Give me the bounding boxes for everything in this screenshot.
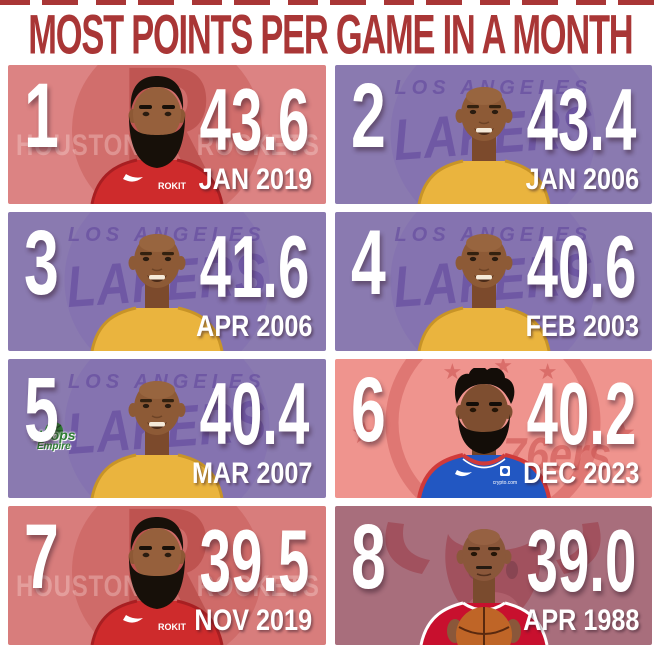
rank-7-card: R HOUSTON ROCKETS ROKIT 7 39.5 NOV 2019 bbox=[8, 506, 326, 645]
header: MOST POINTS PER GAME IN A MONTH bbox=[0, 3, 660, 66]
rank-number: 5 bbox=[24, 359, 59, 461]
nike-swoosh-icon bbox=[123, 615, 144, 623]
hoops-empire-text-line1: Hoops bbox=[32, 427, 76, 443]
ppg-value: 40.2 bbox=[526, 364, 636, 463]
jersey-sponsor-text: ROKIT bbox=[158, 181, 187, 191]
kobe-bryant-portrait bbox=[90, 234, 224, 351]
rockets-name-text: ROCKETS bbox=[196, 129, 320, 162]
rank-number: 6 bbox=[350, 359, 386, 461]
rank-number: 1 bbox=[24, 65, 59, 167]
ppg-value: 43.6 bbox=[199, 70, 310, 169]
james-harden-portrait: ROKIT bbox=[90, 76, 224, 204]
hoops-empire-ball-icon bbox=[44, 422, 63, 440]
rank-number: 7 bbox=[24, 506, 59, 608]
james-harden-portrait: ROKIT bbox=[90, 517, 224, 645]
ranking-grid: R HOUSTON ROCKETS ROKIT 1 43.6 JAN 2019 bbox=[0, 65, 660, 645]
month-label: APR 2006 bbox=[196, 310, 313, 343]
month-label: JAN 2019 bbox=[199, 163, 313, 196]
rank-8-card: 8 39.0 APR 1988 bbox=[334, 506, 652, 645]
jersey-patch-text: crypto.com bbox=[492, 480, 516, 486]
month-label: DEC 2023 bbox=[522, 457, 639, 490]
rockets-name-text: ROCKETS bbox=[196, 570, 320, 603]
kobe-bryant-portrait bbox=[417, 87, 551, 204]
rank-number: 4 bbox=[350, 212, 386, 314]
star-icon: ★ bbox=[609, 417, 636, 450]
kobe-bryant-portrait bbox=[417, 234, 551, 351]
rank-2-card: LOS ANGELES LAKERS 2 43.4 JAN 2006 bbox=[334, 65, 652, 204]
rank-number: 2 bbox=[350, 65, 386, 167]
month-label: FEB 2003 bbox=[525, 310, 639, 343]
star-icon: ★ bbox=[442, 359, 463, 384]
rank-5-card: LOS ANGELES LAKERS Hoops bbox=[8, 359, 326, 498]
cropped-top-edge-strip bbox=[0, 0, 660, 5]
joel-embiid-portrait: crypto.com bbox=[416, 368, 551, 498]
ppg-value: 39.0 bbox=[526, 511, 636, 610]
hoops-empire-text-line2: Empire bbox=[36, 441, 71, 452]
nike-swoosh-icon bbox=[454, 470, 472, 477]
page-title: MOST POINTS PER GAME IN A MONTH bbox=[27, 3, 633, 66]
month-label: NOV 2019 bbox=[194, 604, 313, 637]
star-icon: ★ bbox=[537, 359, 558, 384]
ppg-value: 43.4 bbox=[526, 70, 636, 169]
michael-jordan-portrait bbox=[419, 529, 549, 645]
rank-4-card: LOS ANGELES LAKERS 4 40.6 FEB 2003 bbox=[334, 212, 652, 351]
rank-number: 8 bbox=[350, 506, 386, 608]
ppg-value: 39.5 bbox=[199, 511, 310, 610]
star-icon: ★ bbox=[350, 417, 378, 450]
rockets-city-text: HOUSTON bbox=[16, 570, 142, 603]
rank-number: 3 bbox=[24, 212, 59, 314]
hoops-empire-logo: Hoops Empire bbox=[32, 421, 76, 452]
kobe-bryant-portrait bbox=[90, 381, 224, 498]
ppg-value: 41.6 bbox=[199, 217, 310, 316]
month-label: APR 1988 bbox=[522, 604, 639, 637]
month-label: JAN 2006 bbox=[525, 163, 639, 196]
rank-1-card: R HOUSTON ROCKETS ROKIT 1 43.6 JAN 2019 bbox=[8, 65, 326, 204]
ppg-value: 40.6 bbox=[526, 217, 636, 316]
rockets-city-text: HOUSTON bbox=[16, 129, 142, 162]
rank-6-card: ★ ★ ★ ★ ★ 76ers crypto.com bbox=[334, 359, 652, 498]
nike-swoosh-icon bbox=[123, 174, 144, 182]
month-label: MAR 2007 bbox=[192, 457, 313, 490]
ppg-value: 40.4 bbox=[199, 364, 310, 463]
rank-3-card: LOS ANGELES LAKERS 3 41.6 APR 2006 bbox=[8, 212, 326, 351]
jersey-sponsor-text: ROKIT bbox=[158, 622, 187, 632]
